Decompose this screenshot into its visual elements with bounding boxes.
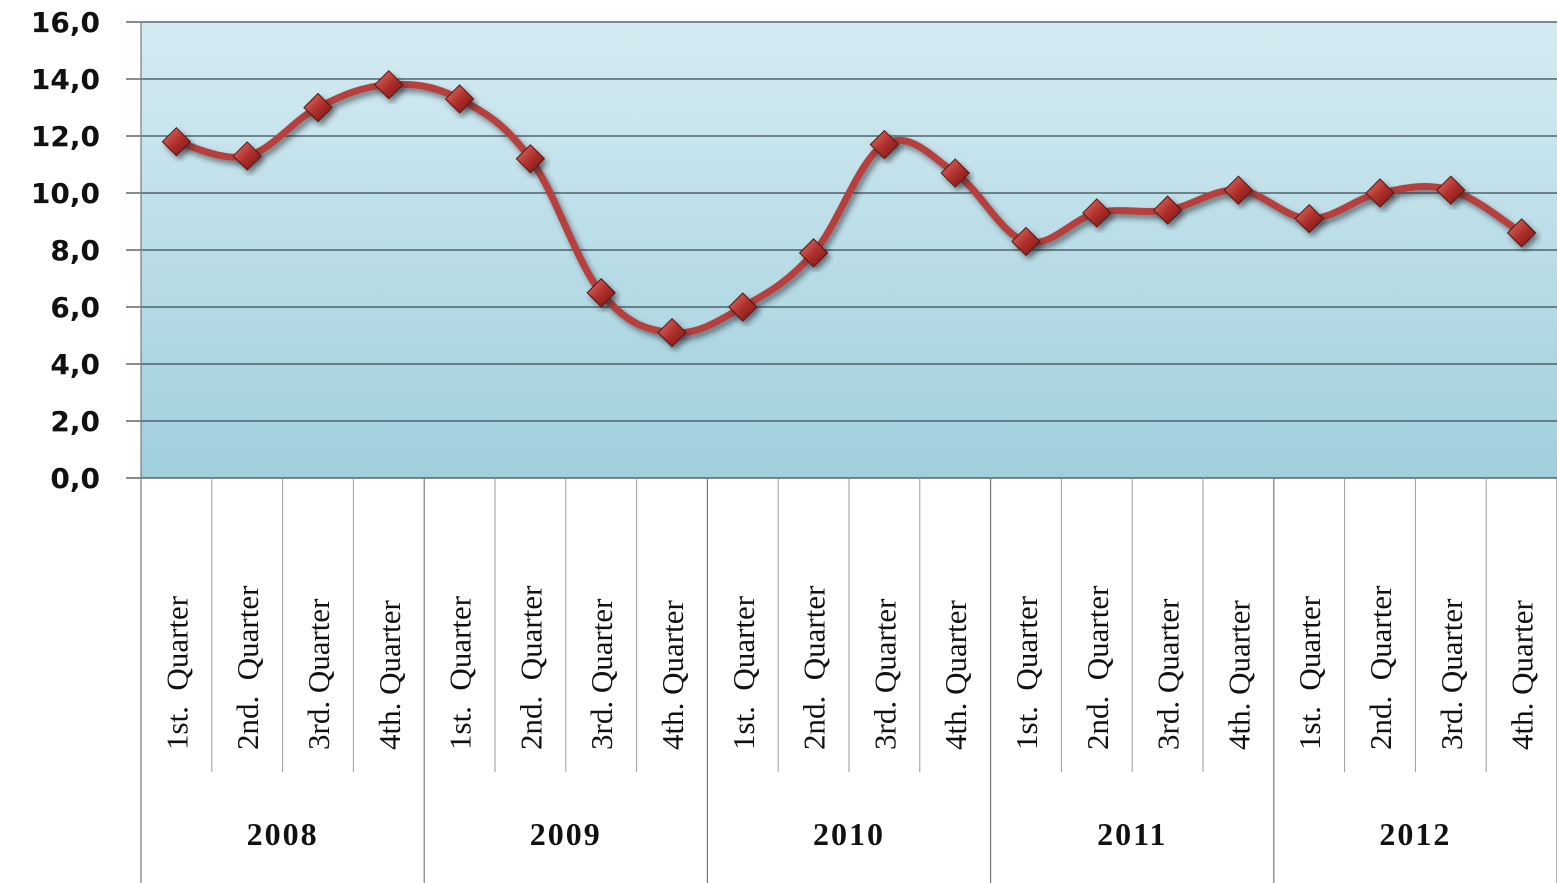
year-label: 2012 [1379, 816, 1451, 852]
x-tick-label: 3rd. Quarter [301, 598, 336, 750]
x-tick-label: 3rd. Quarter [1434, 598, 1469, 750]
x-tick-label: 4th. Quarter [1221, 600, 1256, 750]
data-point [1294, 203, 1324, 234]
year-label: 2008 [247, 816, 319, 852]
data-point [798, 238, 829, 268]
x-tick-label: 4th. Quarter [1505, 600, 1540, 750]
y-tick-label: 12,0 [31, 120, 100, 153]
data-point [303, 92, 333, 123]
data-point [1011, 226, 1041, 257]
year-label: 2011 [1097, 816, 1167, 852]
x-tick-label: 4th. Quarter [372, 600, 407, 750]
x-tick-label: 2nd. Quarter [797, 585, 832, 750]
data-point [1365, 178, 1395, 208]
data-point [161, 126, 192, 157]
x-tick-label: 1st. Quarter [1292, 595, 1327, 750]
x-tick-label: 1st. Quarter [159, 595, 194, 750]
year-label: 2009 [530, 816, 602, 852]
y-tick-label: 4,0 [50, 348, 100, 381]
x-tick-label: 1st. Quarter [1009, 595, 1044, 750]
data-point [1082, 198, 1112, 228]
y-tick-label: 16,0 [31, 6, 100, 39]
y-tick-label: 6,0 [50, 291, 100, 324]
x-tick-label: 3rd. Quarter [1151, 598, 1186, 750]
x-tick-label: 3rd. Quarter [584, 598, 619, 750]
data-point [1436, 175, 1466, 205]
data-point [374, 69, 404, 100]
x-tick-label: 2nd. Quarter [230, 585, 265, 750]
data-point [1152, 195, 1183, 225]
x-tick-label: 2nd. Quarter [513, 585, 548, 750]
x-tick-label: 4th. Quarter [655, 600, 690, 750]
y-tick-label: 0,0 [50, 462, 100, 495]
x-tick-label: 4th. Quarter [938, 600, 973, 750]
data-point [232, 141, 262, 171]
x-tick-label: 2nd. Quarter [1363, 585, 1398, 750]
data-point [1506, 218, 1537, 248]
x-tick-label: 3rd. Quarter [867, 598, 902, 750]
year-label: 2010 [813, 816, 885, 852]
data-point [657, 317, 687, 348]
data-point [1223, 175, 1254, 205]
x-tick-label: 2nd. Quarter [1080, 585, 1115, 750]
series-line [172, 80, 1526, 337]
y-tick-label: 2,0 [50, 405, 100, 438]
y-tick-label: 14,0 [31, 63, 100, 96]
data-point [728, 292, 758, 322]
x-tick-label: 1st. Quarter [443, 595, 478, 750]
data-point [515, 144, 546, 174]
y-tick-label: 8,0 [50, 234, 100, 267]
data-point [940, 158, 970, 188]
data-point [869, 129, 900, 160]
data-point [586, 278, 616, 308]
y-tick-label: 10,0 [31, 177, 100, 210]
data-point [444, 84, 475, 114]
x-tick-label: 1st. Quarter [726, 595, 761, 750]
